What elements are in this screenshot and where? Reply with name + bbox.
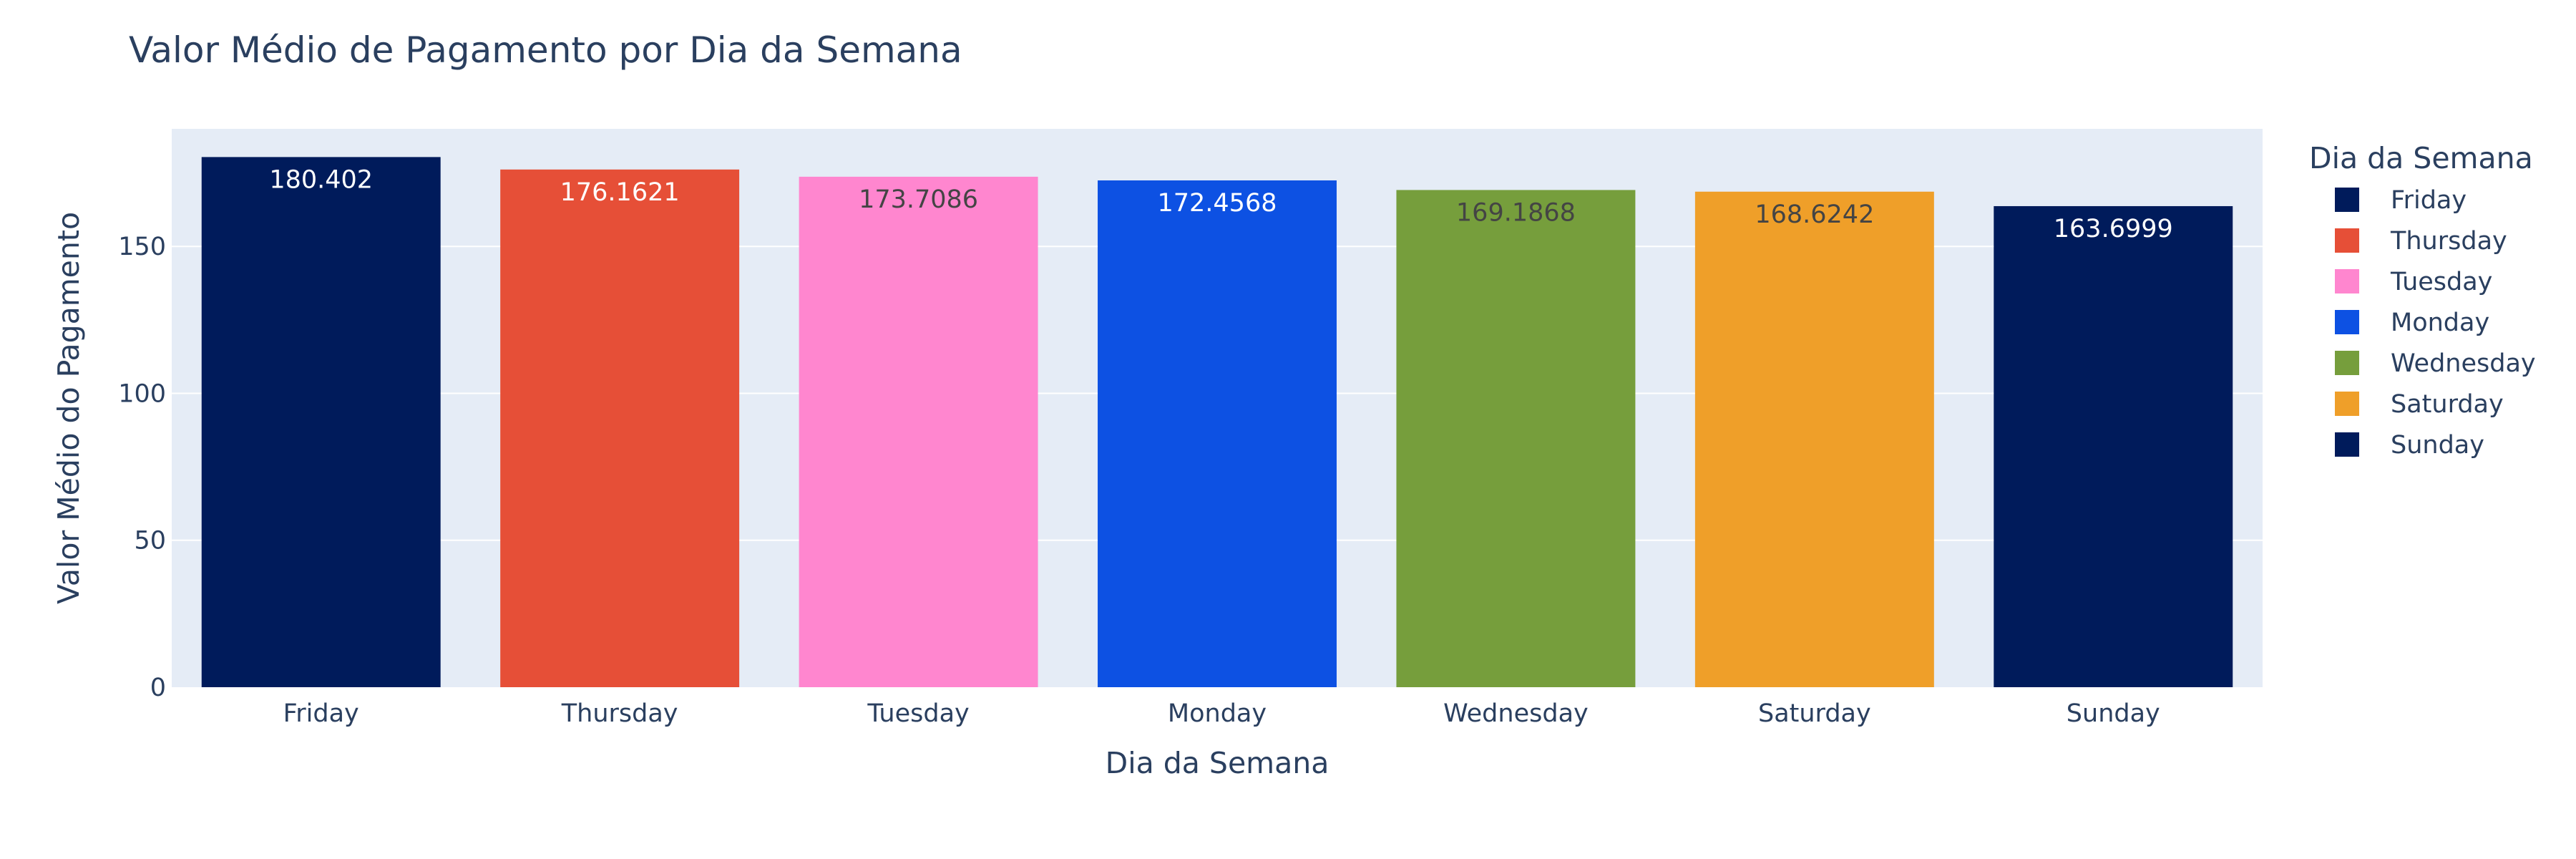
y-tick-label: 150 <box>118 233 166 261</box>
bar-friday <box>201 157 441 687</box>
bar-monday <box>1098 180 1337 687</box>
x-tick-label: Monday <box>1168 699 1267 728</box>
x-tick-label: Tuesday <box>867 699 969 728</box>
legend-swatch <box>2335 351 2359 375</box>
legend-items: Friday Thursday Tuesday Monday Wednesday Satu… <box>2335 186 2536 460</box>
legend-item-saturday[interactable]: Saturday <box>2335 390 2504 419</box>
legend: Dia da Semana Friday Thursday Tuesday Monda… <box>2309 141 2536 460</box>
bar-value-label: 173.7086 <box>859 185 978 214</box>
legend-swatch <box>2335 432 2359 457</box>
legend-label: Friday <box>2391 186 2467 215</box>
x-tick-label: Saturday <box>1758 699 1871 728</box>
y-tick-label: 0 <box>150 674 166 702</box>
legend-item-tuesday[interactable]: Tuesday <box>2335 268 2492 296</box>
bar-value-label: 163.6999 <box>2054 215 2173 243</box>
x-tick-label: Friday <box>283 699 359 728</box>
x-tick-label: Wednesday <box>1443 699 1589 728</box>
legend-label: Wednesday <box>2391 349 2536 378</box>
bars: 180.402 176.1621 173.7086 172.4568 169.1868 1… <box>201 157 2233 687</box>
bar-value-label: 176.1621 <box>560 178 680 207</box>
x-tick-label: Sunday <box>2067 699 2160 728</box>
bar-saturday <box>1694 191 1934 687</box>
bar-sunday <box>1994 205 2233 687</box>
legend-label: Tuesday <box>2390 268 2492 296</box>
y-tick-label: 100 <box>118 379 166 408</box>
bar-value-label: 169.1868 <box>1456 198 1576 227</box>
legend-label: Sunday <box>2391 431 2484 460</box>
chart-title: Valor Médio de Pagamento por Dia da Sema… <box>129 29 962 71</box>
legend-swatch <box>2335 392 2359 416</box>
legend-item-monday[interactable]: Monday <box>2335 309 2489 337</box>
bar-value-label: 168.6242 <box>1755 200 1874 229</box>
legend-swatch <box>2335 188 2359 212</box>
legend-label: Monday <box>2391 309 2489 337</box>
x-tick-label: Thursday <box>561 699 678 728</box>
legend-item-friday[interactable]: Friday <box>2335 186 2467 215</box>
legend-title: Dia da Semana <box>2309 141 2533 175</box>
bar-thursday <box>500 169 740 687</box>
bar-value-label: 180.402 <box>269 165 373 194</box>
y-axis-title: Valor Médio do Pagamento <box>52 212 86 604</box>
bar-tuesday <box>799 176 1038 687</box>
bar-wednesday <box>1396 190 1636 687</box>
y-axis-ticks: 0 50 100 150 <box>118 233 166 702</box>
legend-item-thursday[interactable]: Thursday <box>2335 227 2507 256</box>
legend-label: Thursday <box>2390 227 2507 256</box>
legend-item-wednesday[interactable]: Wednesday <box>2335 349 2536 378</box>
bar-value-label: 172.4568 <box>1157 189 1277 218</box>
y-tick-label: 50 <box>134 527 166 555</box>
legend-swatch <box>2335 269 2359 293</box>
x-axis-title: Dia da Semana <box>1106 746 1330 780</box>
legend-label: Saturday <box>2391 390 2504 419</box>
legend-swatch <box>2335 310 2359 334</box>
legend-item-sunday[interactable]: Sunday <box>2335 431 2484 460</box>
legend-swatch <box>2335 228 2359 253</box>
x-axis-ticks: Friday Thursday Tuesday Monday Wednesday Satu… <box>283 699 2160 728</box>
